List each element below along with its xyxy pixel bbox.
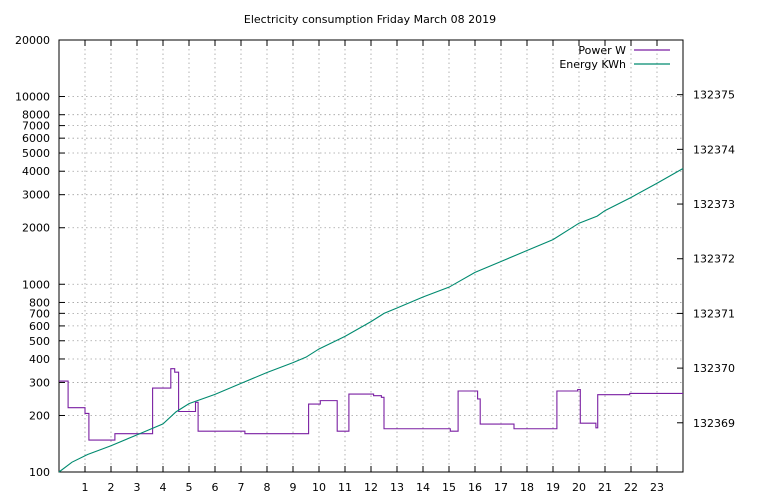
legend-label: Power W [578, 44, 626, 57]
y-tick-label: 20000 [15, 34, 50, 47]
x-tick-label: 3 [134, 481, 141, 494]
series-lines [58, 168, 684, 473]
y-tick-label: 200 [29, 409, 50, 422]
y2-tick-label: 132370 [693, 362, 735, 375]
y-tick-label: 1000 [22, 278, 50, 291]
y-tick-label: 400 [29, 353, 50, 366]
y-tick-label: 8000 [22, 109, 50, 122]
x-tick-label: 13 [390, 481, 404, 494]
y2-tick-label: 132375 [693, 89, 735, 102]
x-tick-label: 6 [212, 481, 219, 494]
x-tick-label: 5 [186, 481, 193, 494]
y-tick-label: 600 [29, 320, 50, 333]
x-tick-label: 2 [108, 481, 115, 494]
y2-tick-label: 132369 [693, 417, 735, 430]
x-tick-label: 8 [264, 481, 271, 494]
x-tick-label: 15 [442, 481, 456, 494]
x-tick-label: 18 [520, 481, 534, 494]
y-tick-label: 2000 [22, 222, 50, 235]
plot-border [58, 39, 684, 473]
y-tick-label: 700 [29, 307, 50, 320]
x-tick-label: 11 [338, 481, 352, 494]
y2-tick-label: 132374 [693, 143, 735, 156]
x-tick-label: 23 [650, 481, 664, 494]
x-tick-label: 14 [416, 481, 430, 494]
y-tick-label: 4000 [22, 165, 50, 178]
y-tick-label: 100 [29, 466, 50, 479]
x-tick-label: 7 [238, 481, 245, 494]
x-tick-label: 21 [598, 481, 612, 494]
y-tick-label: 10000 [15, 91, 50, 104]
y-tick-label: 5000 [22, 147, 50, 160]
y-tick-label: 7000 [22, 120, 50, 133]
axes: 1 2 3 4 5 6 7 8 9 10 11 12 13 14 15 16 17 18 19 20 21 22 23100… [15, 34, 735, 494]
y2-tick-label: 132372 [693, 253, 735, 266]
x-tick-label: 10 [312, 481, 326, 494]
y-tick-label: 500 [29, 335, 50, 348]
x-tick-label: 22 [624, 481, 638, 494]
y-tick-label: 6000 [22, 132, 50, 145]
y2-tick-label: 132373 [693, 198, 735, 211]
y-tick-label: 800 [29, 296, 50, 309]
x-tick-label: 9 [290, 481, 297, 494]
grid-lines [59, 40, 683, 472]
series-line-power-w [59, 368, 683, 441]
x-tick-label: 1 [82, 481, 89, 494]
x-tick-label: 17 [494, 481, 508, 494]
legend-label: Energy KWh [559, 58, 626, 71]
y2-tick-label: 132371 [693, 307, 735, 320]
series-line-energy-kwh [58, 168, 684, 473]
y-tick-label: 3000 [22, 189, 50, 202]
x-tick-label: 12 [364, 481, 378, 494]
x-tick-label: 4 [160, 481, 167, 494]
x-tick-label: 16 [468, 481, 482, 494]
x-tick-label: 20 [572, 481, 586, 494]
chart-title: Electricity consumption Friday March 08 … [244, 13, 496, 26]
x-tick-label: 19 [546, 481, 560, 494]
y-tick-label: 300 [29, 376, 50, 389]
